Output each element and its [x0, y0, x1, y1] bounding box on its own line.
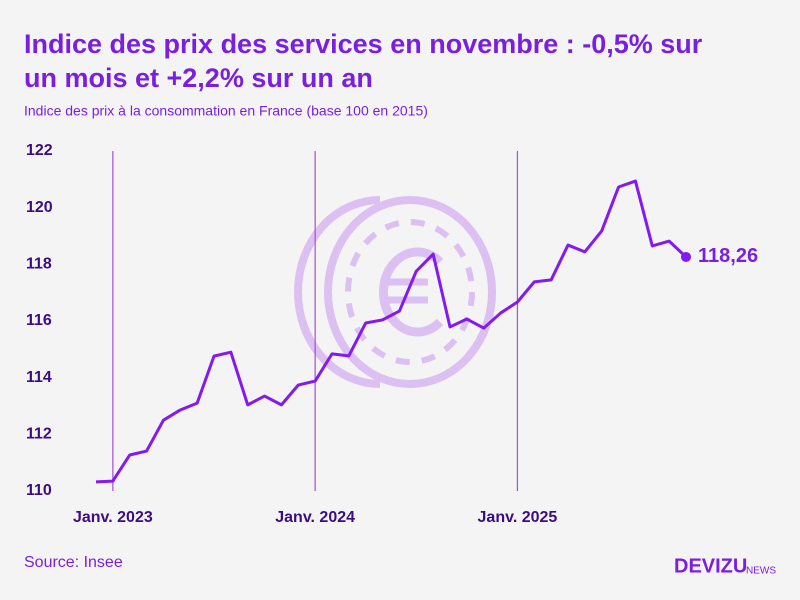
last-point — [681, 251, 691, 262]
x-tick-label: Janv. 2025 — [478, 509, 558, 526]
chart-title: Indice des prix des services en novembre… — [24, 29, 703, 59]
source: Source: Insee — [24, 554, 123, 571]
brand-logo: DEVIZU — [674, 555, 747, 577]
coin-watermark — [294, 196, 496, 388]
y-tick-label: 112 — [26, 426, 52, 443]
y-tick-label: 110 — [26, 482, 52, 499]
y-tick-label: 120 — [26, 199, 53, 216]
data-label: 118,26 — [698, 245, 758, 267]
y-tick-label: 118 — [26, 256, 52, 273]
y-tick-label: 114 — [26, 369, 52, 386]
y-tick-label: 122 — [26, 142, 53, 159]
x-tick-label: Janv. 2023 — [73, 509, 153, 526]
x-tick-label: Janv. 2024 — [275, 509, 355, 526]
chart-title: un mois et +2,2% sur un an — [24, 63, 373, 93]
chart-subtitle: Indice des prix à la consommation en Fra… — [24, 103, 428, 119]
y-tick-label: 116 — [26, 312, 52, 329]
brand-logo: NEWS — [746, 566, 776, 577]
line-series — [95, 179, 688, 484]
